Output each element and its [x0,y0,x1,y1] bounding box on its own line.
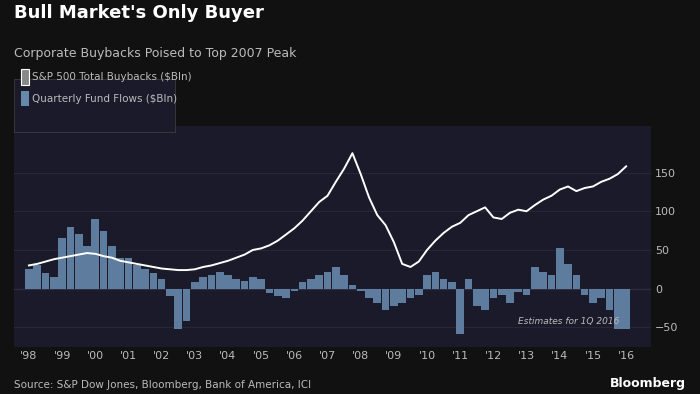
Bar [141,269,149,289]
Bar [514,289,522,292]
Bar [174,289,182,329]
Bar [258,279,265,289]
Bar [622,289,630,329]
Bar [349,285,356,289]
Bar [249,277,257,289]
Text: Estimates for 1Q 2016: Estimates for 1Q 2016 [518,317,620,326]
Text: Quarterly Fund Flows ($Bln): Quarterly Fund Flows ($Bln) [32,93,177,104]
Bar [573,275,580,289]
Bar [92,219,99,289]
Bar [116,258,124,289]
Text: Source: S&P Dow Jones, Bloomberg, Bank of America, ICI: Source: S&P Dow Jones, Bloomberg, Bank o… [14,380,311,390]
Bar [390,289,398,306]
Bar [498,289,505,295]
Bar [448,282,456,289]
Bar [415,289,423,295]
Bar [332,267,340,289]
Bar [374,289,381,303]
Bar [506,289,514,303]
Bar [316,275,323,289]
Bar [75,234,83,289]
Bar [307,279,315,289]
Bar [241,281,248,289]
Text: S&P 500 Total Buybacks ($Bln): S&P 500 Total Buybacks ($Bln) [32,72,192,82]
Bar [133,266,141,289]
Bar [365,289,373,298]
Bar [83,246,91,289]
Bar [265,289,273,292]
Bar [290,289,298,291]
Bar [100,230,107,289]
Text: Bloomberg: Bloomberg [610,377,686,390]
Bar [431,271,439,289]
Bar [42,273,49,289]
Bar [564,264,572,289]
Bar [66,227,74,289]
Bar [357,289,365,291]
Bar [614,289,622,329]
Bar [183,289,190,321]
Bar [191,282,199,289]
Bar [473,289,481,306]
Bar [489,289,497,298]
Bar [199,277,207,289]
Bar [456,289,464,334]
Bar [465,279,472,289]
Bar [606,289,613,310]
Bar [274,289,281,296]
Bar [556,248,564,289]
Bar [216,271,223,289]
Bar [25,269,33,289]
Bar [424,275,431,289]
Bar [108,246,116,289]
Bar [282,289,290,298]
Bar [589,289,597,303]
Bar [398,289,406,303]
Bar [158,279,165,289]
Bar [150,273,158,289]
Bar [581,289,589,295]
Bar [323,271,331,289]
Bar [208,275,215,289]
Bar [299,282,307,289]
Bar [224,275,232,289]
Bar [547,275,555,289]
Text: Corporate Buybacks Poised to Top 2007 Peak: Corporate Buybacks Poised to Top 2007 Pe… [14,47,296,60]
Bar [440,279,447,289]
Bar [50,277,57,289]
Bar [382,289,389,310]
Bar [232,279,240,289]
Bar [597,289,605,298]
Bar [540,271,547,289]
Bar [523,289,531,295]
Bar [34,266,41,289]
Bar [482,289,489,310]
Bar [407,289,414,298]
Bar [531,267,539,289]
Bar [340,275,348,289]
Text: Bull Market's Only Buyer: Bull Market's Only Buyer [14,4,264,22]
Bar [58,238,66,289]
Bar [166,289,174,296]
Bar [125,258,132,289]
